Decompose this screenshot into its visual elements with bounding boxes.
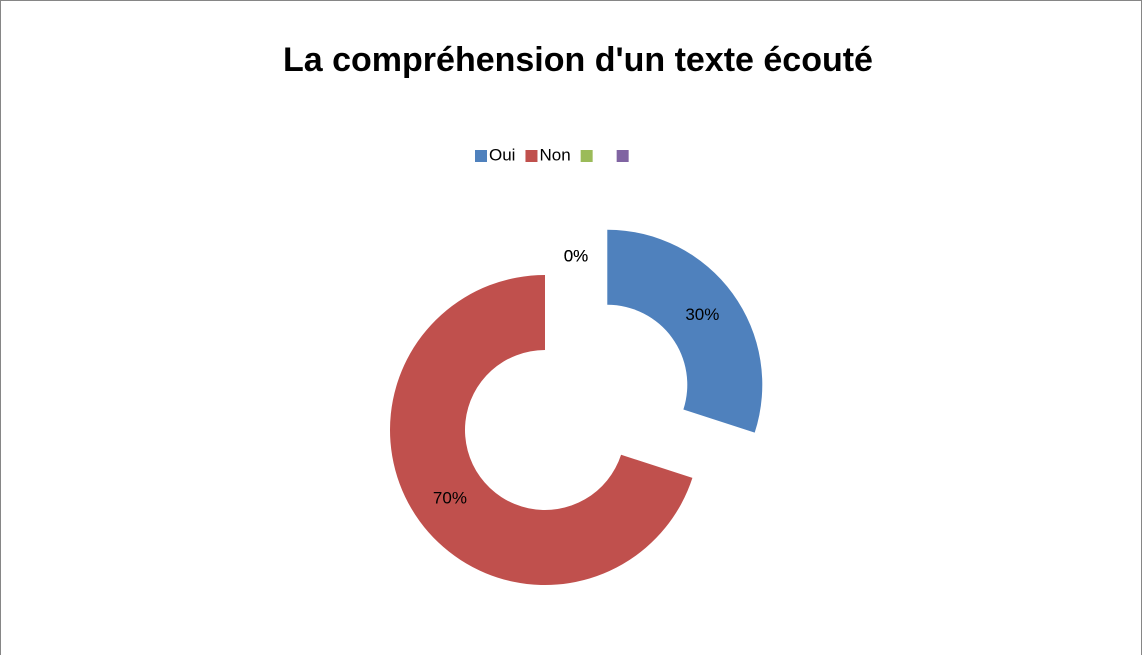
doughnut-slice [607,229,763,433]
legend-swatch [616,150,629,162]
doughnut-slice [390,275,693,585]
legend-label: Oui [489,145,515,164]
data-label: 0% [564,246,589,265]
legend-swatch [525,150,538,162]
legend-swatch [580,150,593,162]
legend-swatch [475,150,487,162]
chart-title: La compréhension d'un texte écouté [283,41,873,79]
data-label: 30% [685,305,719,324]
legend-label: Non [539,145,570,164]
data-label: 0% [564,246,589,265]
data-label: 70% [433,489,467,508]
